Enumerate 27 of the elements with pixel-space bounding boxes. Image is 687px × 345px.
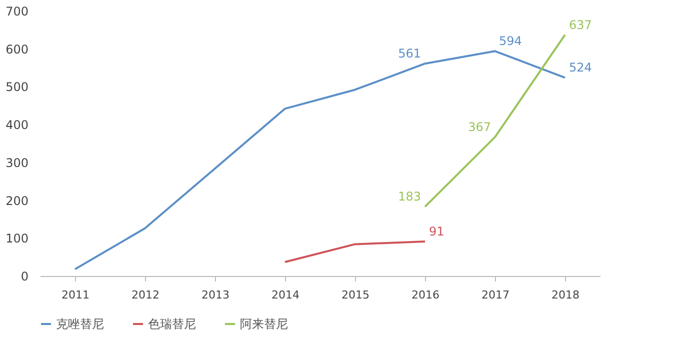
y-tick-label: 600 [6,42,28,56]
data-label: 524 [569,60,592,75]
x-tick-label: 2016 [412,288,440,302]
y-tick-label: 700 [6,4,28,18]
legend-label: 阿来替尼 [240,317,288,331]
legend-label: 克唑替尼 [56,317,104,331]
x-tick-label: 2012 [132,288,160,302]
y-tick-label: 100 [6,232,28,246]
y-tick-label: 200 [6,194,28,208]
x-tick-label: 2014 [272,288,300,302]
data-label: 637 [569,18,592,32]
data-label: 91 [429,224,444,239]
x-tick-label: 2011 [62,288,90,302]
y-tick-label: 400 [6,118,28,132]
x-tick-label: 2017 [482,288,510,302]
data-label: 594 [499,34,522,48]
x-tick-label: 2015 [342,288,370,302]
y-tick-label: 0 [20,270,28,284]
data-label: 367 [468,120,491,134]
x-tick-label: 2018 [552,288,580,302]
y-tick-label: 500 [6,80,28,94]
x-tick-label: 2013 [202,288,230,302]
legend-label: 色瑞替尼 [148,317,196,331]
data-label: 561 [398,46,421,61]
line-series [74,50,566,270]
y-tick-label: 300 [6,156,28,170]
data-label: 183 [398,190,421,204]
